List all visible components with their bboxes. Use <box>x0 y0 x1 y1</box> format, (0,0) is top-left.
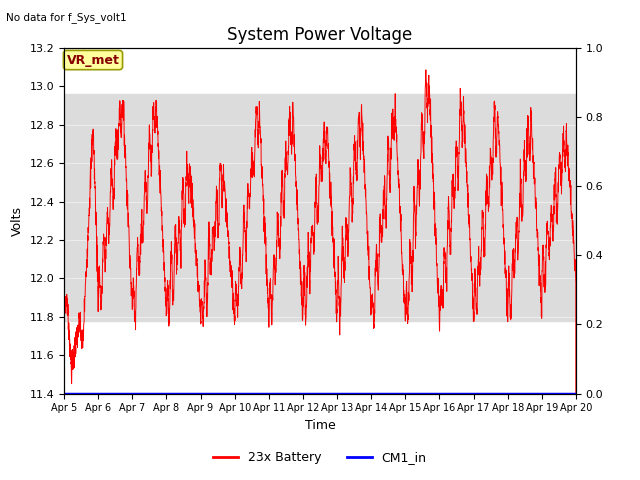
Text: VR_met: VR_met <box>67 54 120 67</box>
Y-axis label: Volts: Volts <box>11 206 24 236</box>
Legend: 23x Battery, CM1_in: 23x Battery, CM1_in <box>208 446 432 469</box>
Text: No data for f_Sys_volt1: No data for f_Sys_volt1 <box>6 12 127 23</box>
X-axis label: Time: Time <box>305 419 335 432</box>
Title: System Power Voltage: System Power Voltage <box>227 25 413 44</box>
Bar <box>64 94 576 321</box>
